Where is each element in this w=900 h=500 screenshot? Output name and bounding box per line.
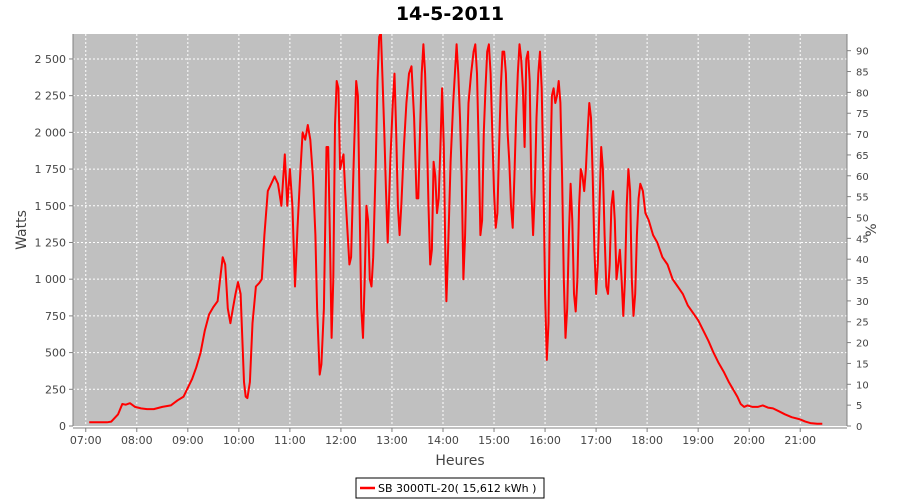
series-line — [89, 34, 823, 425]
y-tick-label: 1 000 — [35, 273, 67, 286]
y2-tick-label: 60 — [856, 172, 869, 183]
legend-box — [355, 477, 545, 499]
x-tick-label: 21:00 — [784, 434, 816, 447]
series-layer — [89, 34, 823, 425]
y2-tick-label: 0 — [856, 422, 862, 433]
y2-tick-label: 90 — [856, 47, 869, 58]
y2-tick-label: 20 — [856, 339, 869, 350]
y2-tick-label: 65 — [856, 151, 869, 162]
y2-tick-label: 50 — [856, 213, 869, 224]
y2-tick-label: 40 — [856, 255, 869, 266]
y2-tick-label: 80 — [856, 88, 869, 99]
grid-lines — [73, 34, 847, 426]
x-tick-label: 19:00 — [682, 434, 714, 447]
x-tick-label: 18:00 — [631, 434, 663, 447]
y2-tick-label: 55 — [856, 193, 869, 204]
x-tick-label: 15:00 — [478, 434, 510, 447]
x-tick-label: 17:00 — [580, 434, 612, 447]
y-tick-label: 250 — [45, 383, 66, 396]
y-tick-label: 2 250 — [35, 90, 67, 103]
y2-tick-label: 75 — [856, 109, 869, 120]
y-tick-label: 2 000 — [35, 126, 67, 139]
y-tick-label: 1 250 — [35, 236, 67, 249]
x-tick-label: 11:00 — [274, 434, 306, 447]
y2-tick-label: 15 — [856, 359, 869, 370]
y-axis-title: Watts — [14, 210, 30, 250]
x-tick-label: 20:00 — [733, 434, 765, 447]
y2-axis-title: % — [864, 223, 880, 236]
chart-title: 14-5-2011 — [396, 3, 504, 25]
y-tick-label: 1 750 — [35, 163, 67, 176]
x-tick-label: 16:00 — [529, 434, 561, 447]
x-tick-label: 12:00 — [325, 434, 357, 447]
y2-tick-label: 45 — [856, 234, 869, 245]
y2-tick-label: 70 — [856, 130, 869, 141]
x-tick-label: 09:00 — [172, 434, 204, 447]
y2-tick-label: 35 — [856, 276, 869, 287]
x-tick-label: 13:00 — [376, 434, 408, 447]
legend: SB 3000TL-20( 15,612 kWh ) — [355, 477, 545, 499]
x-axis-title: Heures — [435, 453, 484, 469]
x-tick-label: 08:00 — [121, 434, 153, 447]
legend-label: SB 3000TL-20( 15,612 kWh ) — [378, 482, 536, 495]
y-tick-label: 0 — [59, 420, 66, 433]
y2-tick-label: 85 — [856, 68, 869, 79]
y-tick-label: 750 — [45, 310, 66, 323]
x-tick-label: 10:00 — [223, 434, 255, 447]
x-tick-label: 07:00 — [70, 434, 102, 447]
x-tick-label: 14:00 — [427, 434, 459, 447]
y2-tick-label: 5 — [856, 401, 862, 412]
y2-tick-label: 30 — [856, 297, 869, 308]
y2-tick-label: 25 — [856, 318, 869, 329]
y-tick-label: 2 500 — [35, 53, 67, 66]
y2-tick-label: 10 — [856, 380, 869, 391]
y-tick-label: 500 — [45, 347, 66, 360]
y-tick-label: 1 500 — [35, 200, 67, 213]
